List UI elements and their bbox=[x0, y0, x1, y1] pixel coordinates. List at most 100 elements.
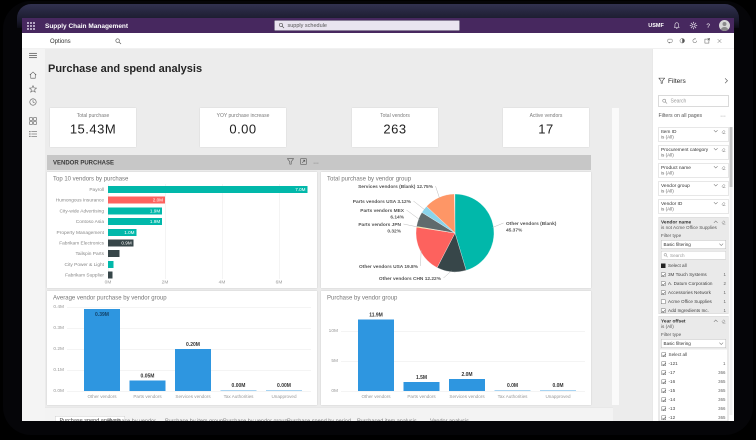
filter-list-item[interactable]: -12 365 bbox=[661, 413, 726, 421]
visual-more-icon[interactable]: … bbox=[313, 158, 320, 165]
eraser-icon[interactable] bbox=[721, 220, 726, 225]
top-search-box[interactable]: supply schedule bbox=[274, 20, 460, 31]
checkbox-checked-icon[interactable] bbox=[661, 361, 666, 366]
company-picker[interactable]: USMF bbox=[648, 22, 664, 29]
app-title[interactable]: Supply Chain Management bbox=[45, 22, 129, 30]
bar[interactable] bbox=[108, 271, 113, 279]
popout-icon[interactable] bbox=[704, 38, 711, 44]
chevron-down-icon[interactable] bbox=[713, 147, 719, 152]
gear-icon[interactable] bbox=[689, 21, 698, 30]
modules-icon[interactable] bbox=[29, 117, 37, 125]
checkbox-checked-icon[interactable] bbox=[661, 379, 666, 384]
eraser-icon[interactable] bbox=[721, 201, 726, 207]
chevron-down-icon[interactable] bbox=[713, 129, 719, 134]
eraser-icon[interactable] bbox=[721, 129, 726, 135]
filter-card[interactable]: Procurement category is (All) bbox=[658, 145, 729, 160]
filter-type-dropdown[interactable]: Basic filtering bbox=[661, 240, 726, 249]
filter-card[interactable]: Product name is (All) bbox=[658, 163, 729, 178]
vendor-name-filter-card[interactable]: Vendor name is not Acme Office Supplies Fi… bbox=[658, 217, 729, 314]
filter-list-item[interactable]: Select all bbox=[661, 350, 726, 359]
bar[interactable]: 1.9M bbox=[108, 207, 163, 215]
checkbox-checked-icon[interactable] bbox=[661, 406, 666, 411]
filter-card[interactable]: Vendor ID is (All) bbox=[658, 199, 729, 214]
chevron-up-icon[interactable] bbox=[713, 319, 719, 323]
checkbox-unchecked-icon[interactable] bbox=[661, 299, 666, 304]
report-page-tab[interactable]: Purchase by vendor bbox=[107, 418, 156, 421]
bar[interactable]: 1.0M bbox=[108, 228, 137, 236]
report-page-tab[interactable]: Purchase by item group bbox=[165, 418, 224, 421]
bar[interactable]: 1.9M bbox=[108, 218, 163, 226]
collapse-chevron-icon[interactable] bbox=[724, 78, 729, 85]
bell-icon[interactable] bbox=[673, 22, 681, 30]
checkbox-checked-icon[interactable] bbox=[661, 352, 666, 357]
visual-filter-icon[interactable] bbox=[287, 158, 294, 165]
home-icon[interactable] bbox=[29, 71, 37, 79]
chevron-down-icon[interactable] bbox=[713, 183, 719, 188]
bar[interactable] bbox=[403, 382, 440, 391]
report-page-tab[interactable]: Purchase by vendor group bbox=[223, 418, 288, 421]
filter-list-item[interactable]: 3M Touch Systems 1 bbox=[661, 270, 726, 279]
checkbox-checked-icon[interactable] bbox=[661, 290, 666, 295]
help-icon[interactable]: ? bbox=[706, 21, 710, 30]
filter-list-item[interactable]: Acme Office Supplies 1 bbox=[661, 297, 726, 306]
checkbox-checked-icon[interactable] bbox=[661, 308, 666, 313]
filter-list-item[interactable]: Accessories Network 1 bbox=[661, 288, 726, 297]
toolbar-search-icon[interactable] bbox=[115, 38, 122, 45]
checkbox-checked-icon[interactable] bbox=[661, 272, 666, 277]
filter-list-item[interactable]: -14 365 bbox=[661, 395, 726, 404]
filter-card[interactable]: Vendor group is (All) bbox=[658, 181, 729, 196]
bar[interactable] bbox=[108, 260, 114, 268]
feedback-icon[interactable] bbox=[667, 38, 673, 44]
report-page-tab[interactable]: Purchase spend analysis bbox=[55, 416, 126, 421]
eraser-icon[interactable] bbox=[721, 165, 726, 171]
canvas-scrollbar[interactable] bbox=[612, 108, 619, 405]
workspaces-list-icon[interactable] bbox=[29, 130, 37, 138]
options-menu[interactable]: Options bbox=[50, 37, 71, 45]
filter-list-item[interactable]: -16 365 bbox=[661, 377, 726, 386]
report-page-tab[interactable]: Vendor analysis bbox=[430, 418, 469, 421]
visual-export-icon[interactable] bbox=[300, 158, 307, 165]
bar[interactable] bbox=[220, 390, 257, 391]
eraser-icon[interactable] bbox=[721, 319, 726, 324]
avatar[interactable] bbox=[719, 20, 730, 31]
filters-search-box[interactable]: Search bbox=[658, 95, 729, 107]
report-page-tab[interactable]: Purchase spend by period bbox=[287, 418, 351, 421]
filter-list-item[interactable]: -15 365 bbox=[661, 386, 726, 395]
year-offset-filter-card[interactable]: Year offset is (All) Filter type Basic filt… bbox=[658, 316, 729, 421]
eraser-icon[interactable] bbox=[721, 183, 726, 189]
bar[interactable] bbox=[494, 390, 531, 391]
filter-list-item[interactable]: Select all bbox=[661, 261, 726, 270]
checkbox-checked-icon[interactable] bbox=[661, 370, 666, 375]
bar[interactable] bbox=[175, 349, 211, 391]
waffle-icon[interactable] bbox=[26, 21, 35, 30]
checkbox-checked-icon[interactable] bbox=[661, 397, 666, 402]
bar[interactable]: 2.0M bbox=[108, 196, 165, 204]
bar[interactable] bbox=[449, 379, 485, 391]
filter-type-dropdown[interactable]: Basic filtering bbox=[661, 339, 726, 348]
checkbox-checked-icon[interactable] bbox=[661, 388, 666, 393]
bar[interactable] bbox=[84, 309, 120, 391]
close-icon[interactable] bbox=[717, 38, 722, 43]
pie-slice[interactable] bbox=[415, 226, 456, 268]
filter-list-item[interactable]: Add Ingredients Inc. 1 bbox=[661, 306, 726, 314]
bar[interactable]: 7.0M bbox=[108, 186, 308, 193]
filter-list-item[interactable]: -121 1 bbox=[661, 359, 726, 368]
theme-icon[interactable] bbox=[679, 38, 686, 44]
chevron-up-icon[interactable] bbox=[713, 220, 719, 224]
bar[interactable]: 0.9M bbox=[108, 239, 134, 247]
filter-search-box[interactable]: Search bbox=[661, 251, 726, 260]
chevron-down-icon[interactable] bbox=[713, 165, 719, 170]
bar[interactable] bbox=[540, 390, 576, 391]
report-page-tab[interactable]: Purchased item analysis bbox=[357, 418, 417, 421]
filters-scrollbar[interactable] bbox=[729, 127, 733, 415]
eraser-icon[interactable] bbox=[721, 147, 726, 153]
bar[interactable] bbox=[266, 390, 302, 391]
filter-card[interactable]: Item ID is (All) bbox=[658, 127, 729, 142]
filter-list-item[interactable]: A. Datum Corporation 2 bbox=[661, 279, 726, 288]
refresh-icon[interactable] bbox=[692, 38, 698, 44]
recent-clock-icon[interactable] bbox=[29, 98, 37, 106]
checkbox-checked-icon[interactable] bbox=[661, 415, 666, 420]
filter-list-item[interactable]: -13 366 bbox=[661, 404, 726, 413]
filter-list-item[interactable]: -17 366 bbox=[661, 368, 726, 377]
checkbox-checked-icon[interactable] bbox=[661, 281, 666, 286]
